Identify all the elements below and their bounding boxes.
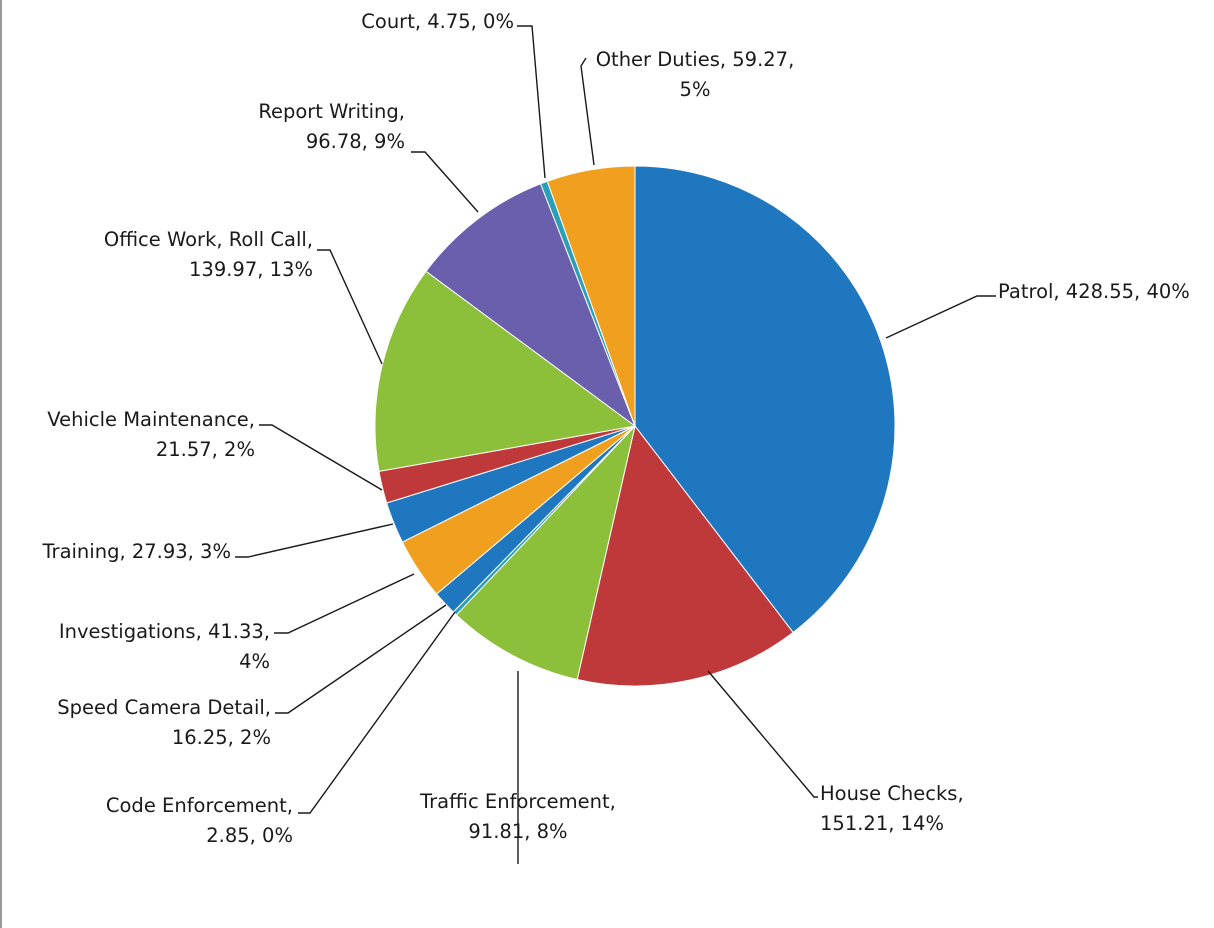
data-label-court: Court, 4.75, 0% [361, 10, 514, 33]
leader-line-patrol [886, 296, 996, 338]
data-label-training: Training, 27.93, 3% [42, 540, 232, 563]
data-label-patrol: Patrol, 428.55, 40% [998, 280, 1190, 303]
leader-line-office-work-roll-call [317, 250, 382, 364]
leader-line-house-checks [708, 671, 818, 797]
leader-line-investigations [274, 574, 414, 633]
data-label-vehicle-maintenance: Vehicle Maintenance, 21.57, 2% [47, 408, 255, 461]
leader-line-report-writing [411, 152, 478, 212]
data-label-speed-camera-detail: Speed Camera Detail, 16.25, 2% [57, 696, 271, 749]
data-label-investigations: Investigations, 41.33, 4% [59, 620, 270, 673]
data-label-code-enforcement: Code Enforcement, 2.85, 0% [106, 794, 293, 847]
data-label-office-work-roll-call: Office Work, Roll Call, 139.97, 13% [104, 228, 313, 281]
leader-line-court [517, 26, 545, 178]
data-label-house-checks: House Checks, 151.21, 14% [820, 782, 964, 835]
data-label-report-writing: Report Writing, 96.78, 9% [258, 100, 405, 153]
leader-line-code-enforcement [298, 612, 455, 813]
leader-line-other-duties [581, 58, 594, 165]
data-label-other-duties: Other Duties, 59.27, 5% [596, 48, 795, 101]
leader-line-training [235, 524, 393, 557]
leader-line-vehicle-maintenance [259, 425, 382, 490]
pie-slices [375, 166, 895, 686]
